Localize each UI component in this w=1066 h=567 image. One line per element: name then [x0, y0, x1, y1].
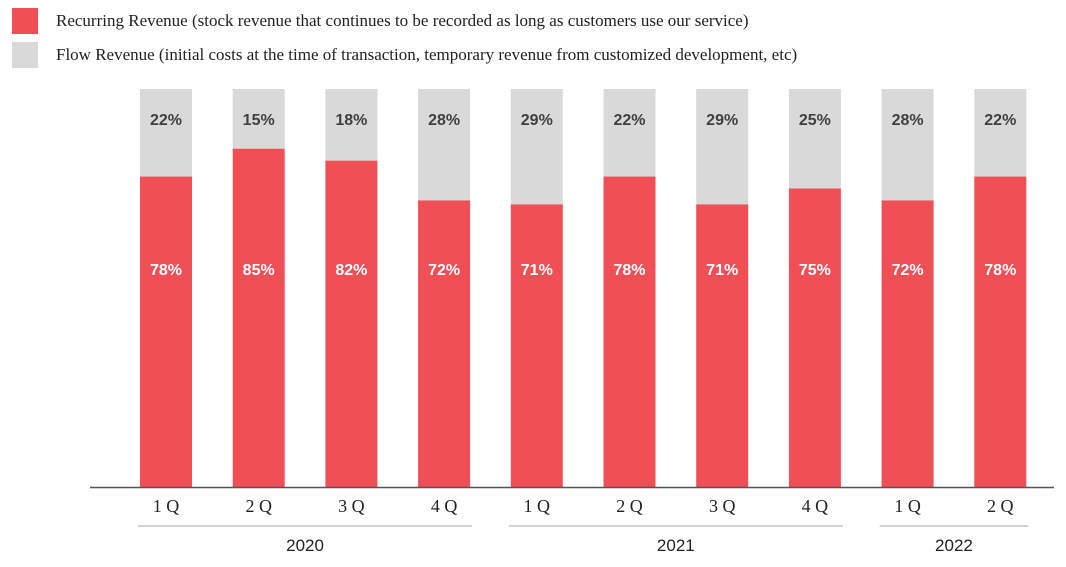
- data-label-flow-4: 28%: [428, 112, 460, 129]
- data-label-recurring-1: 78%: [150, 262, 182, 279]
- bar-recurring-1: [140, 176, 192, 487]
- data-label-recurring-7: 71%: [706, 262, 738, 279]
- data-label-recurring-6: 78%: [613, 262, 645, 279]
- bar-flow-5: [510, 89, 563, 205]
- bar-recurring-7: [696, 204, 749, 488]
- data-label-recurring-2: 85%: [243, 262, 275, 279]
- data-label-recurring-10: 78%: [984, 262, 1016, 279]
- x-tick-label-10: 2 Q: [987, 496, 1014, 516]
- year-label-2022: 2022: [935, 536, 973, 555]
- bar-recurring-9: [881, 200, 934, 487]
- bar-recurring-4: [418, 200, 471, 487]
- bar-flow-6: [603, 89, 656, 177]
- bar-recurring-2: [232, 148, 285, 487]
- data-label-recurring-5: 71%: [521, 262, 553, 279]
- data-label-flow-7: 29%: [706, 112, 738, 129]
- bar-flow-4: [418, 89, 471, 201]
- x-tick-label-5: 1 Q: [524, 496, 551, 516]
- x-tick-label-6: 2 Q: [616, 496, 643, 516]
- legend-item-flow: Flow Revenue (initial costs at the time …: [12, 42, 797, 68]
- data-label-flow-8: 25%: [799, 112, 831, 129]
- data-label-flow-9: 28%: [892, 112, 924, 129]
- data-label-flow-3: 18%: [335, 112, 367, 129]
- bar-recurring-5: [510, 204, 563, 488]
- data-label-recurring-4: 72%: [428, 262, 460, 279]
- data-label-flow-10: 22%: [984, 112, 1016, 129]
- legend-swatch-flow: [12, 42, 38, 68]
- legend-swatch-recurring: [12, 8, 38, 34]
- bar-recurring-6: [603, 176, 656, 487]
- x-tick-label-1: 1 Q: [153, 496, 180, 516]
- year-label-2021: 2021: [657, 536, 695, 555]
- bar-flow-2: [232, 89, 285, 149]
- data-label-flow-2: 15%: [243, 112, 275, 129]
- bar-flow-7: [696, 89, 749, 205]
- x-tick-label-4: 4 Q: [431, 496, 458, 516]
- bar-flow-8: [788, 89, 841, 189]
- bar-recurring-10: [974, 176, 1027, 487]
- year-label-2020: 2020: [286, 536, 324, 555]
- x-tick-label-2: 2 Q: [245, 496, 272, 516]
- legend-label-flow: Flow Revenue (initial costs at the time …: [56, 45, 798, 64]
- data-label-recurring-3: 82%: [335, 262, 367, 279]
- x-tick-label-3: 3 Q: [338, 496, 365, 516]
- bar-flow-10: [974, 89, 1027, 177]
- x-tick-label-8: 4 Q: [802, 496, 829, 516]
- data-label-flow-6: 22%: [613, 112, 645, 129]
- bar-flow-9: [881, 89, 934, 201]
- bar-recurring-8: [788, 188, 841, 487]
- data-label-recurring-9: 72%: [892, 262, 924, 279]
- data-label-recurring-8: 75%: [799, 262, 831, 279]
- bar-flow-3: [325, 89, 378, 161]
- data-label-flow-5: 29%: [521, 112, 553, 129]
- x-tick-label-9: 1 Q: [894, 496, 921, 516]
- bar-recurring-3: [325, 160, 378, 487]
- x-tick-label-7: 3 Q: [709, 496, 736, 516]
- bar-flow-1: [140, 89, 192, 177]
- legend-item-recurring: Recurring Revenue (stock revenue that co…: [12, 8, 749, 34]
- legend-label-recurring: Recurring Revenue (stock revenue that co…: [56, 11, 749, 30]
- data-label-flow-1: 22%: [150, 112, 182, 129]
